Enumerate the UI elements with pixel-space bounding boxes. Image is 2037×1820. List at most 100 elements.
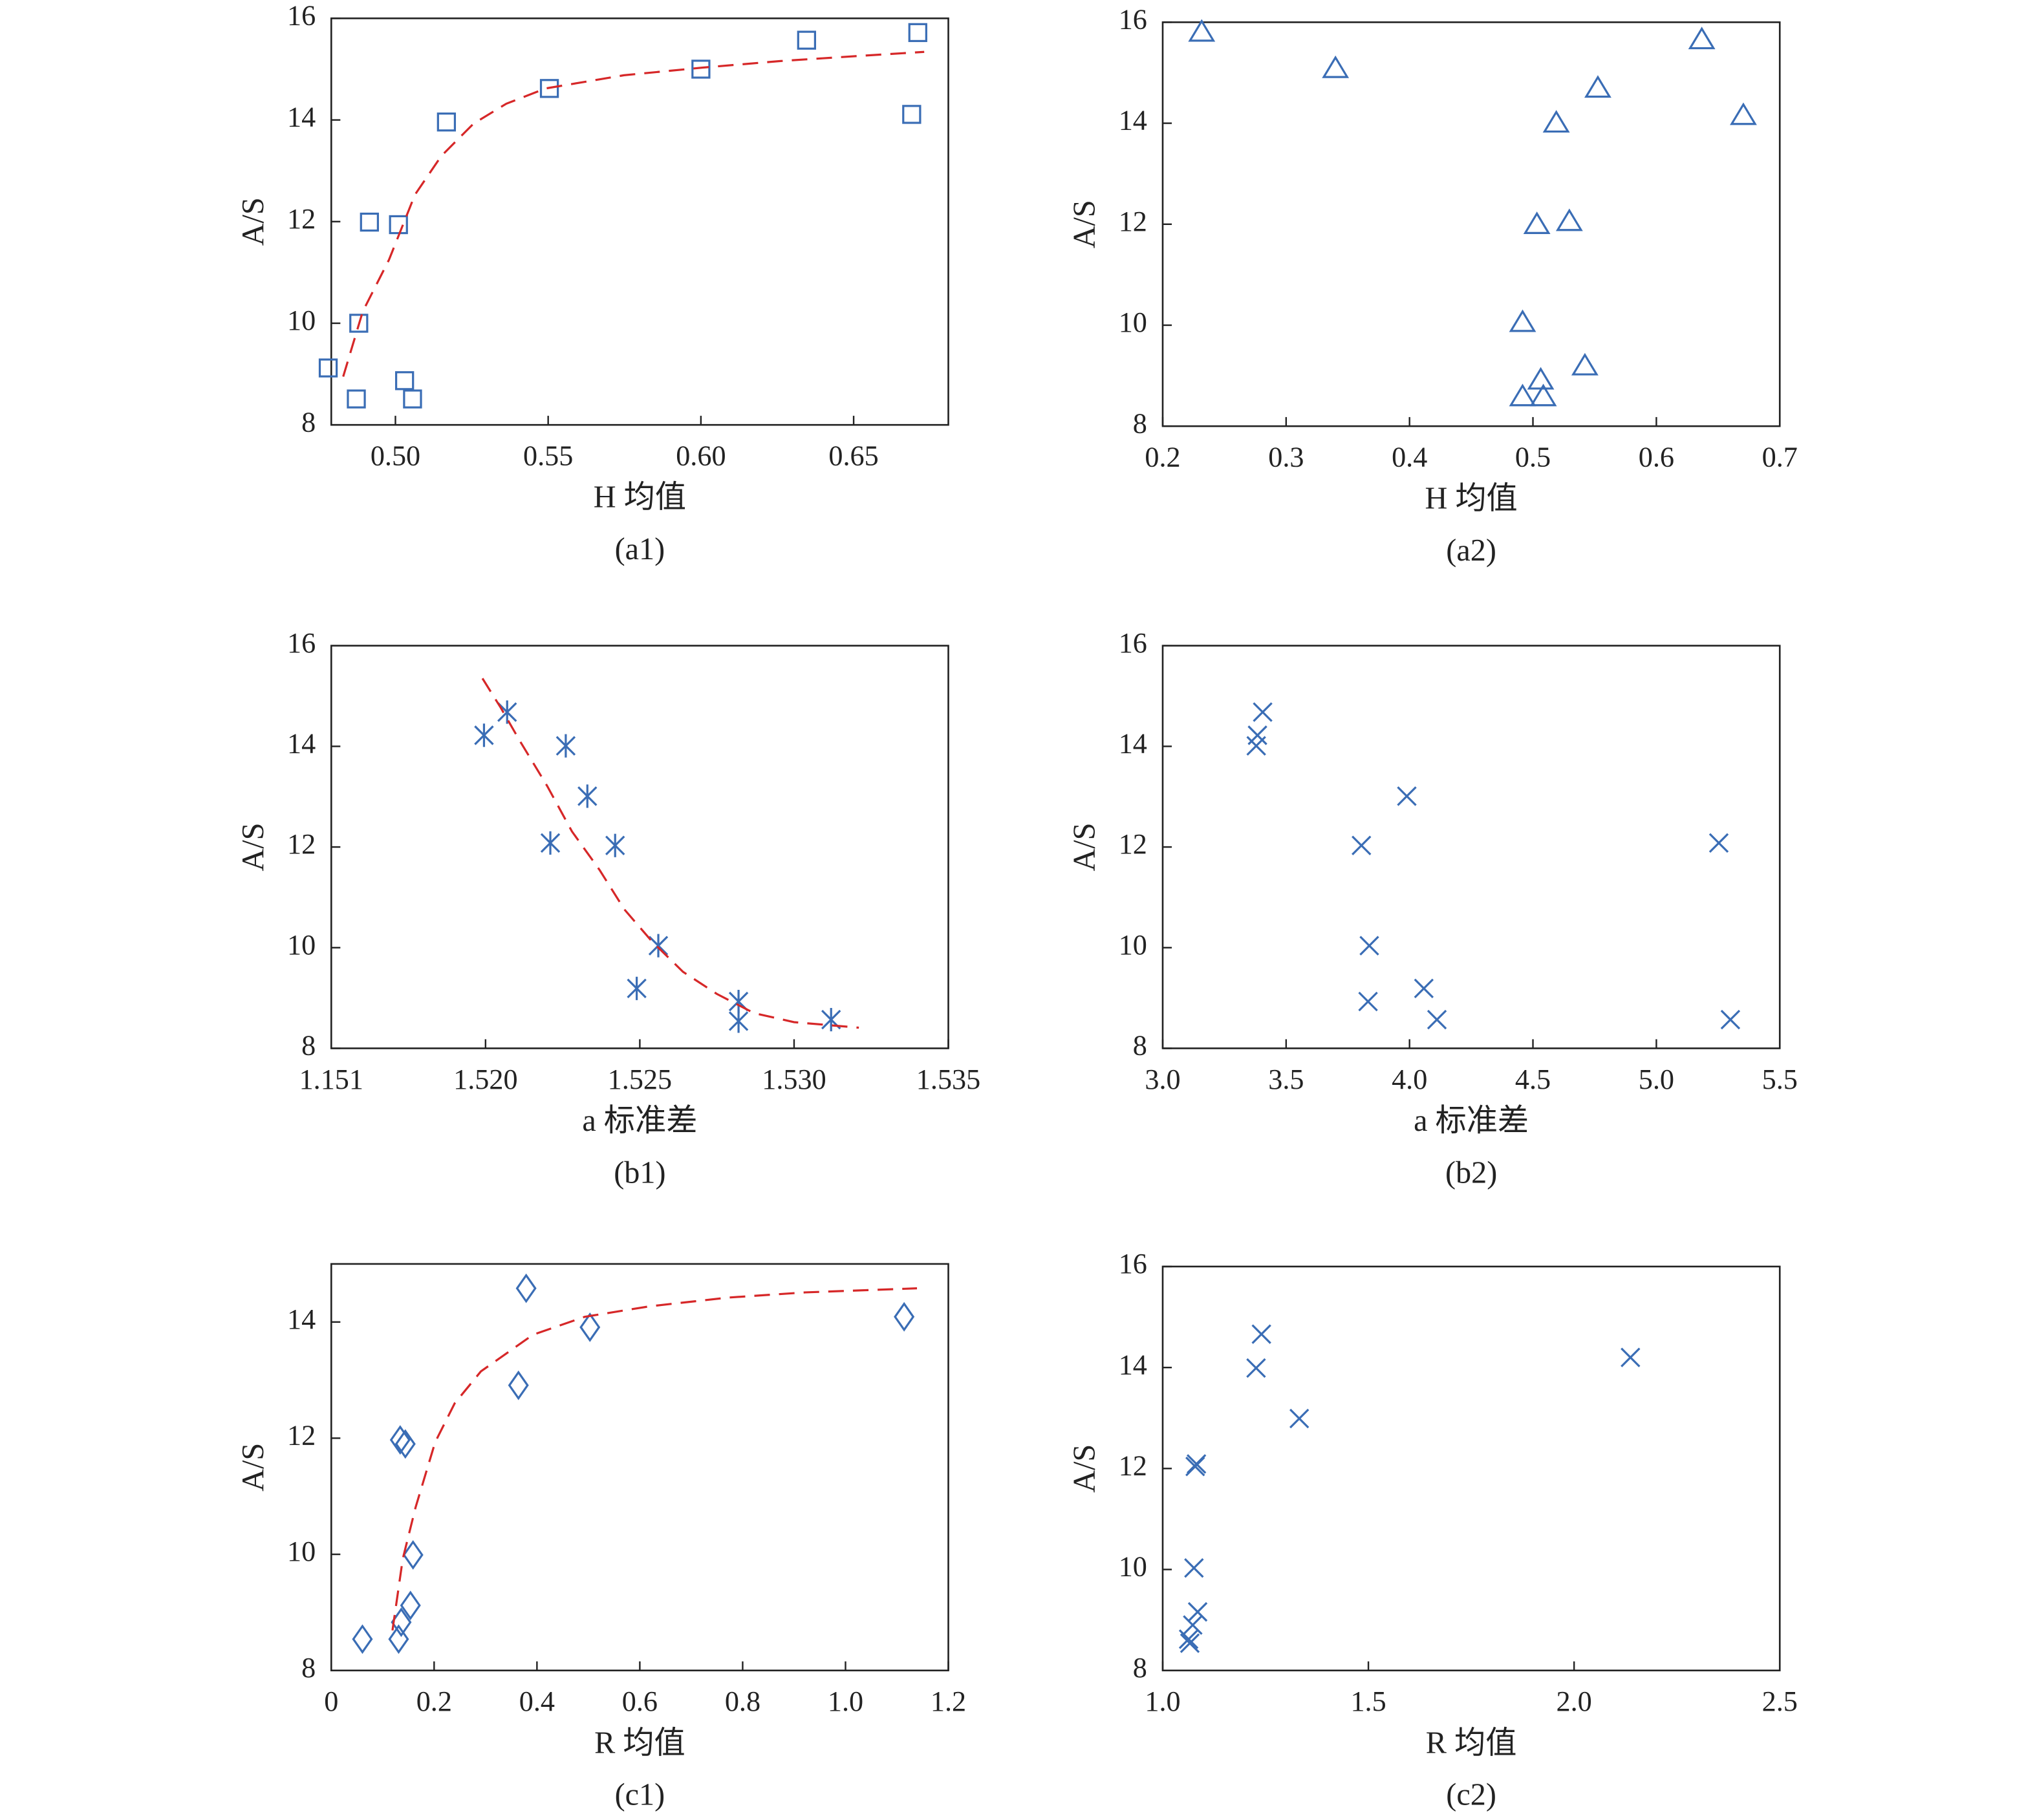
x-tick-label: 4.5 — [1515, 1064, 1551, 1095]
x-tick-label: 4.0 — [1392, 1064, 1427, 1095]
marker-stroke — [1289, 1408, 1310, 1429]
data-point — [539, 79, 559, 98]
x-axis-label: R 均值 — [1426, 1726, 1517, 1760]
data-point — [389, 1425, 411, 1455]
data-point — [1178, 1629, 1199, 1649]
data-point — [1246, 736, 1266, 756]
marker-shape — [1509, 309, 1536, 332]
data-point — [1322, 55, 1350, 78]
x-tick-label: 0 — [324, 1686, 338, 1717]
data-point — [1188, 19, 1216, 42]
y-tick-label: 12 — [287, 828, 316, 860]
x-tick-label: 0.2 — [1145, 442, 1180, 473]
data-point — [1186, 1454, 1207, 1474]
marker-stroke — [1720, 1009, 1741, 1030]
y-tick-label: 8 — [1133, 1030, 1147, 1062]
marker-shape — [1688, 27, 1716, 50]
marker-shape — [539, 79, 559, 98]
data-point — [1529, 383, 1557, 407]
y-tick-label: 14 — [287, 728, 316, 760]
marker-shape — [1542, 110, 1570, 133]
marker-shape — [394, 1429, 416, 1459]
data-point — [1251, 1324, 1271, 1344]
y-tick-label: 14 — [287, 102, 316, 133]
panel-caption: (c1) — [615, 1778, 665, 1812]
x-tick-label: 1.5 — [1350, 1686, 1386, 1717]
y-axis-label: A/S — [1068, 823, 1102, 872]
marker-stroke — [1414, 978, 1434, 999]
marker-shape — [436, 112, 457, 132]
marker-shape — [894, 1301, 915, 1332]
y-tick-label: 8 — [301, 406, 316, 438]
y-tick-label: 10 — [1119, 1551, 1147, 1583]
y-tick-label: 10 — [287, 305, 316, 336]
marker-stroke — [1180, 1633, 1200, 1653]
data-point — [400, 1590, 421, 1621]
marker-shape — [1584, 75, 1611, 98]
marker-stroke — [1253, 702, 1273, 722]
x-axis-label: R 均值 — [594, 1726, 685, 1760]
data-point — [1621, 1347, 1641, 1367]
y-tick-label: 16 — [287, 0, 316, 32]
marker-shape — [1322, 55, 1350, 78]
marker-stroke — [1359, 936, 1379, 956]
data-point — [508, 1370, 529, 1400]
x-axis-label: a 标准差 — [1414, 1104, 1529, 1138]
y-tick-label: 12 — [1119, 1450, 1147, 1481]
data-point — [908, 23, 927, 43]
plot-frame — [330, 645, 949, 1049]
data-point — [1584, 75, 1611, 98]
x-tick-label: 0.6 — [622, 1686, 658, 1717]
data-point — [497, 700, 517, 724]
marker-shape — [352, 1624, 373, 1654]
x-tick-label: 1.151 — [299, 1064, 363, 1095]
x-tick-label: 1.0 — [828, 1686, 863, 1717]
y-axis-label: A/S — [1068, 1444, 1102, 1493]
marker-shape — [400, 1590, 421, 1621]
y-tick-label: 10 — [1119, 929, 1147, 961]
marker-shape — [360, 212, 379, 232]
marker-shape — [389, 1425, 411, 1455]
data-point — [1527, 367, 1555, 390]
y-tick-label: 14 — [1119, 105, 1147, 136]
data-point — [797, 30, 816, 50]
data-point — [1246, 1358, 1266, 1378]
data-point — [577, 784, 598, 808]
x-tick-label: 0.60 — [676, 440, 726, 472]
data-point — [728, 1009, 749, 1033]
marker-shape — [908, 23, 927, 43]
marker-shape — [349, 314, 369, 333]
data-point — [318, 358, 338, 378]
marker-shape — [1571, 352, 1599, 376]
x-axis-label: a 标准差 — [582, 1104, 697, 1138]
marker-shape — [691, 59, 711, 79]
marker-shape — [1730, 102, 1757, 125]
y-tick-label: 14 — [1119, 728, 1147, 760]
marker-stroke — [1352, 835, 1372, 855]
panel-caption: (c2) — [1446, 1778, 1496, 1812]
x-tick-label: 2.5 — [1762, 1686, 1798, 1717]
marker-shape — [1523, 211, 1551, 235]
y-axis-label: A/S — [1068, 200, 1102, 248]
data-point — [436, 112, 457, 132]
marker-shape — [1529, 383, 1557, 407]
marker-shape — [347, 389, 366, 409]
x-tick-label: 0.50 — [371, 440, 420, 472]
data-point — [1184, 1558, 1204, 1578]
marker-stroke — [1708, 833, 1729, 853]
marker-shape — [1527, 367, 1555, 390]
x-tick-label: 0.6 — [1639, 442, 1674, 473]
data-point — [1289, 1408, 1310, 1429]
x-tick-label: 5.0 — [1639, 1064, 1674, 1095]
y-axis-label: A/S — [236, 1443, 270, 1492]
data-point — [394, 371, 415, 391]
data-point — [627, 976, 647, 1000]
data-point — [402, 1540, 424, 1570]
panel-caption: (b1) — [614, 1155, 665, 1190]
marker-shape — [797, 30, 816, 50]
data-point — [902, 105, 921, 124]
data-point — [1523, 211, 1551, 235]
marker-shape — [1509, 383, 1536, 407]
data-point — [388, 1624, 409, 1654]
x-axis-label: H 均值 — [1425, 482, 1517, 516]
